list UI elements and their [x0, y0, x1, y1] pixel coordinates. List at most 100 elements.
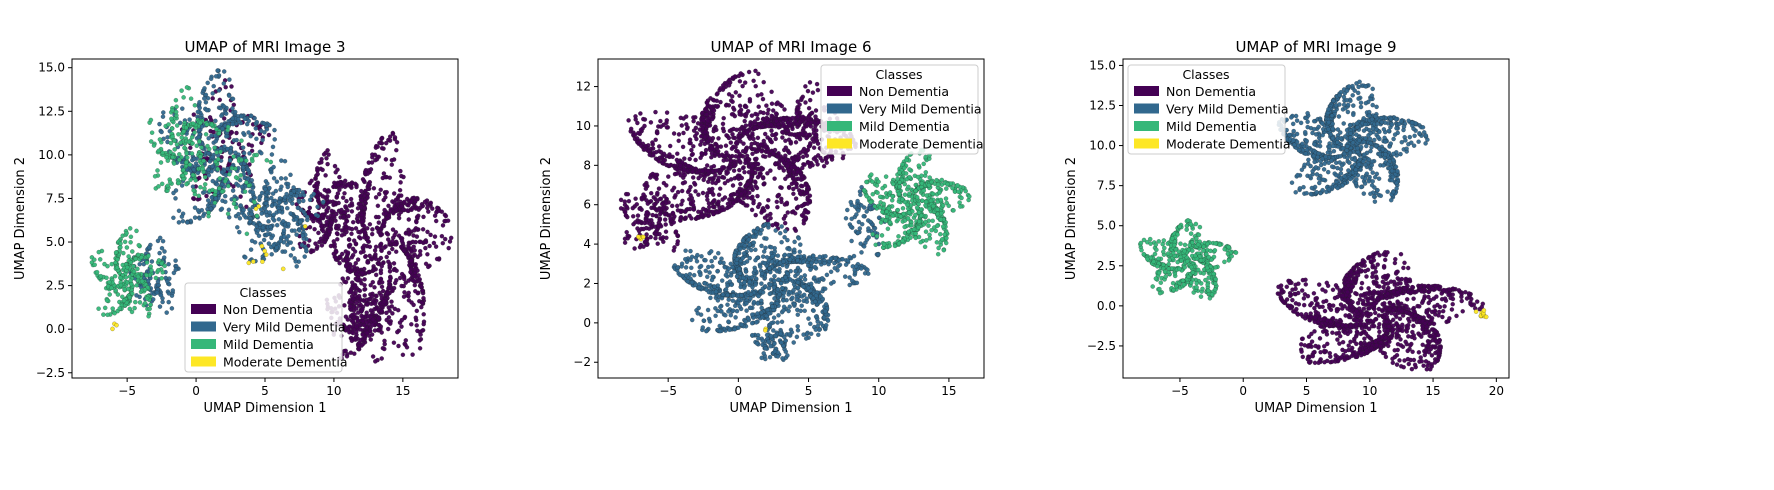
point [409, 322, 414, 327]
point [164, 310, 169, 315]
point [737, 103, 743, 109]
point [370, 152, 375, 157]
point [391, 340, 397, 345]
point [793, 140, 799, 145]
point [714, 127, 719, 133]
point [420, 227, 426, 232]
point [282, 194, 288, 200]
point [679, 202, 684, 207]
point [267, 210, 272, 215]
point [378, 231, 383, 237]
point [778, 116, 783, 121]
point [435, 205, 440, 211]
point [757, 173, 762, 178]
point [345, 250, 351, 255]
point [121, 298, 127, 303]
point [288, 172, 293, 177]
point [765, 204, 770, 210]
y-tick-label: 12.5 [38, 104, 65, 118]
point [648, 234, 653, 240]
point [190, 141, 195, 146]
point [691, 175, 696, 180]
point [124, 245, 130, 250]
point [414, 234, 420, 239]
point [244, 231, 250, 236]
point [761, 79, 766, 85]
point [173, 109, 179, 115]
point [341, 195, 346, 200]
point [635, 226, 640, 231]
point [762, 118, 768, 123]
point [725, 170, 731, 175]
point [402, 276, 407, 282]
point [324, 208, 329, 213]
point [334, 225, 339, 230]
point [226, 207, 232, 212]
point [402, 314, 408, 320]
point [664, 110, 670, 115]
point [787, 150, 792, 155]
point [144, 296, 150, 301]
point [375, 357, 380, 363]
point [761, 153, 766, 159]
point [412, 267, 418, 272]
legend-swatch [191, 356, 216, 367]
point [793, 196, 799, 201]
point [784, 116, 789, 122]
point [776, 313, 781, 318]
point [399, 244, 404, 250]
point [386, 259, 391, 264]
point [208, 206, 214, 211]
point [720, 207, 725, 213]
point [342, 303, 347, 308]
point [682, 180, 688, 185]
point [266, 241, 272, 246]
point [360, 270, 365, 276]
point [675, 189, 681, 195]
point [174, 104, 179, 109]
point [179, 88, 184, 93]
point [319, 156, 324, 162]
point [219, 189, 225, 194]
point [359, 188, 364, 194]
point [775, 100, 780, 105]
point [745, 203, 750, 208]
point [720, 197, 725, 202]
point [704, 112, 710, 117]
point [408, 269, 413, 275]
point [364, 330, 370, 336]
point [426, 209, 431, 214]
point [673, 193, 678, 198]
point [128, 234, 134, 239]
point [368, 283, 373, 288]
point [813, 114, 818, 119]
point [694, 131, 700, 136]
point [347, 242, 353, 248]
point [759, 210, 764, 215]
point [345, 183, 351, 188]
point [394, 140, 400, 145]
point [156, 258, 162, 263]
point [773, 228, 778, 233]
point [815, 120, 821, 125]
point [352, 284, 358, 289]
point [394, 147, 399, 153]
point [406, 278, 411, 283]
point [386, 250, 392, 256]
point [246, 183, 251, 188]
point [795, 169, 800, 175]
point [349, 209, 355, 214]
point [748, 145, 753, 150]
point [381, 197, 386, 203]
point [337, 187, 342, 192]
point [377, 140, 382, 145]
point [254, 136, 259, 141]
point [362, 277, 367, 282]
point [356, 293, 362, 299]
point [802, 277, 808, 282]
point [342, 210, 347, 215]
point [773, 111, 779, 116]
point [750, 131, 755, 136]
point [146, 314, 151, 319]
point [127, 295, 133, 300]
